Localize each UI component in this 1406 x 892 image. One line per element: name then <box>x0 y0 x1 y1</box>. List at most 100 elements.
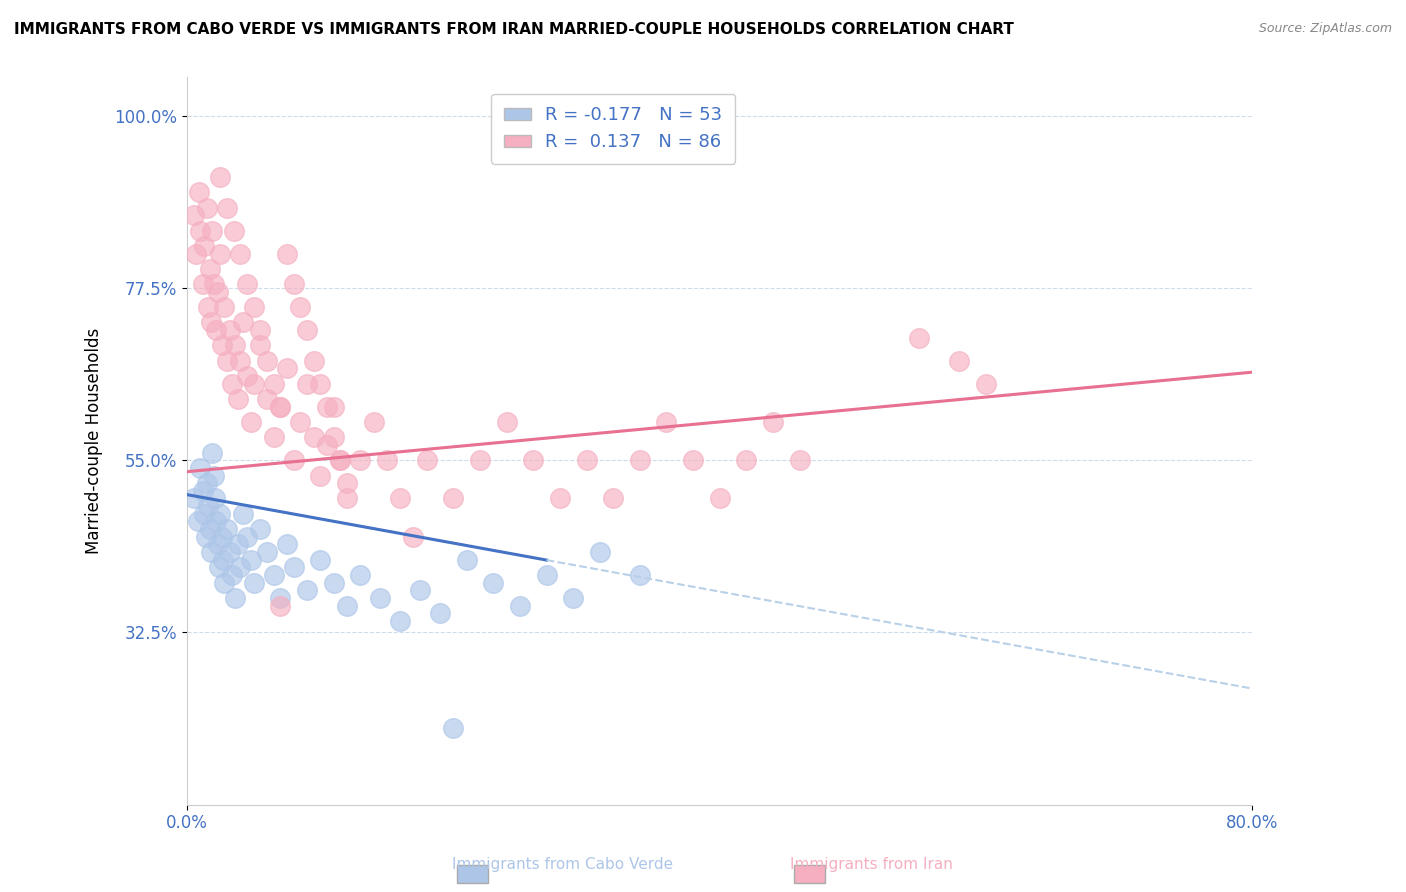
Point <box>283 560 305 574</box>
Point <box>276 361 298 376</box>
Point <box>269 591 291 605</box>
Text: Immigrants from Cabo Verde: Immigrants from Cabo Verde <box>451 857 673 872</box>
Point <box>242 300 264 314</box>
Point <box>389 614 412 628</box>
Point <box>309 468 332 483</box>
Text: Immigrants from Iran: Immigrants from Iran <box>790 857 953 872</box>
Point <box>655 415 678 429</box>
Point <box>416 453 439 467</box>
Point <box>224 338 246 352</box>
Point <box>536 568 558 582</box>
Point <box>322 400 344 414</box>
Text: IMMIGRANTS FROM CABO VERDE VS IMMIGRANTS FROM IRAN MARRIED-COUPLE HOUSEHOLDS COR: IMMIGRANTS FROM CABO VERDE VS IMMIGRANTS… <box>14 22 1014 37</box>
Point <box>295 376 318 391</box>
Legend: R = -0.177   N = 53, R =  0.137   N = 86: R = -0.177 N = 53, R = 0.137 N = 86 <box>491 94 735 164</box>
Point <box>221 568 243 582</box>
Point <box>191 483 214 498</box>
Point <box>191 277 214 292</box>
Point <box>202 468 225 483</box>
Point <box>187 515 209 529</box>
Point <box>205 323 228 337</box>
Point <box>218 323 240 337</box>
Point <box>205 515 228 529</box>
Point <box>232 507 254 521</box>
Point <box>589 545 612 559</box>
Point <box>468 453 491 467</box>
Point <box>628 568 651 582</box>
Point <box>249 522 271 536</box>
Point <box>195 476 218 491</box>
Point <box>190 223 212 237</box>
Text: Source: ZipAtlas.com: Source: ZipAtlas.com <box>1258 22 1392 36</box>
Point <box>363 415 385 429</box>
Point <box>193 239 215 253</box>
Point <box>263 568 285 582</box>
Point <box>329 453 352 467</box>
Point <box>509 599 531 613</box>
Point <box>441 491 464 506</box>
Point <box>242 376 264 391</box>
Point <box>214 575 236 590</box>
Point <box>249 338 271 352</box>
Point <box>309 552 332 566</box>
Point <box>682 453 704 467</box>
Point <box>240 552 263 566</box>
Point <box>236 369 259 384</box>
Point <box>256 392 278 406</box>
Point <box>190 460 212 475</box>
Y-axis label: Married-couple Households: Married-couple Households <box>86 328 103 554</box>
Point <box>269 599 291 613</box>
Point <box>211 530 233 544</box>
Point <box>322 430 344 444</box>
Point <box>562 591 585 605</box>
Point <box>290 415 312 429</box>
Point <box>336 476 359 491</box>
Point <box>209 169 232 184</box>
Point <box>229 246 252 260</box>
Point <box>762 415 785 429</box>
Point <box>389 491 412 506</box>
Point <box>183 208 205 222</box>
Point <box>217 522 239 536</box>
Point <box>242 575 264 590</box>
Point <box>409 583 432 598</box>
Point <box>628 453 651 467</box>
Point <box>249 323 271 337</box>
Point <box>336 491 359 506</box>
Point <box>202 277 225 292</box>
Point <box>198 261 221 276</box>
Point <box>201 445 224 459</box>
Point <box>302 353 325 368</box>
Point <box>214 300 236 314</box>
Point <box>204 491 226 506</box>
Point <box>229 353 252 368</box>
Point <box>209 507 232 521</box>
Point <box>495 415 517 429</box>
Point <box>295 583 318 598</box>
Point <box>256 545 278 559</box>
Point <box>224 591 246 605</box>
Point <box>441 721 464 735</box>
Point <box>316 438 339 452</box>
Point <box>201 223 224 237</box>
Point <box>200 545 222 559</box>
Point <box>269 400 291 414</box>
Point <box>197 499 219 513</box>
Point <box>709 491 731 506</box>
Point <box>217 201 239 215</box>
Point <box>456 552 478 566</box>
Point <box>226 537 249 551</box>
Point <box>482 575 505 590</box>
Point <box>283 453 305 467</box>
Point <box>263 430 285 444</box>
Point <box>193 507 215 521</box>
Point <box>276 537 298 551</box>
Point <box>368 591 391 605</box>
Point <box>908 331 931 345</box>
Point <box>240 415 263 429</box>
Point <box>226 392 249 406</box>
Point <box>263 376 285 391</box>
Point <box>236 277 259 292</box>
Point <box>349 453 371 467</box>
Point <box>948 353 970 368</box>
